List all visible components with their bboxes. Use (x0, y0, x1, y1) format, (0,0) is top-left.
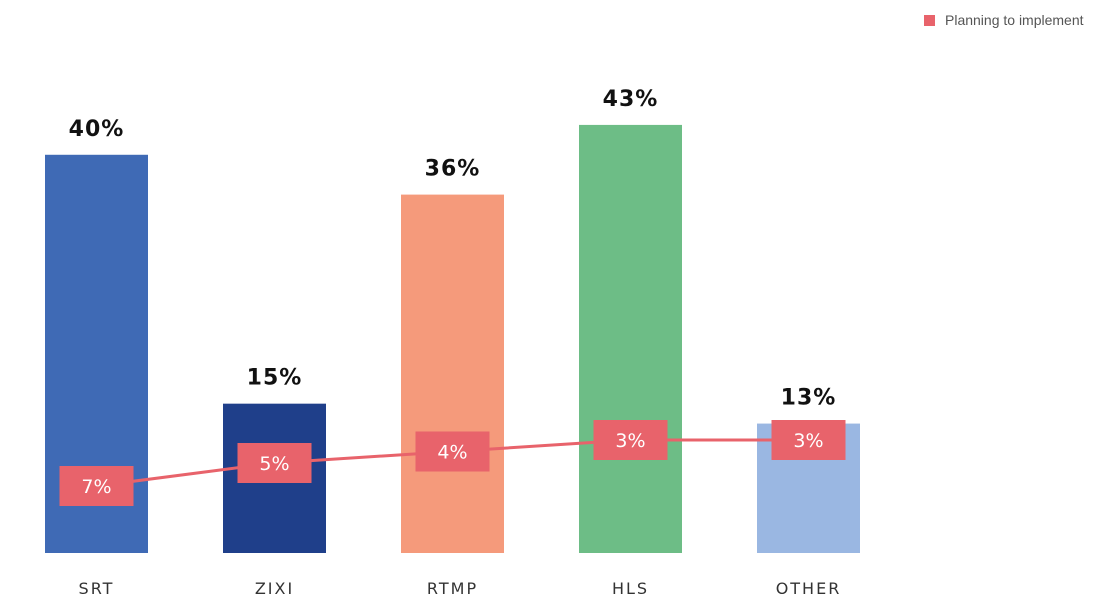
line-point-label-srt: 7% (81, 476, 111, 498)
line-point-box-srt (59, 466, 134, 506)
category-label-zixi: ZIXI (255, 579, 294, 598)
labels-group: 40% SRT 15% ZIXI 36% RTMP 43% HLS 13% OTHER (69, 87, 842, 598)
bar-hls (579, 124, 682, 554)
category-label-other: OTHER (776, 579, 842, 598)
line-point-label-hls: 3% (615, 430, 645, 452)
bar-value-label-zixi: 15% (247, 366, 303, 391)
line-point-box-zixi (237, 443, 312, 483)
line-point-label-rtmp: 4% (437, 442, 467, 464)
bars-group (45, 124, 860, 554)
line-point-label-zixi: 5% (259, 453, 289, 475)
category-label-rtmp: RTMP (427, 579, 478, 598)
category-label-srt: SRT (79, 579, 115, 598)
bar-value-label-rtmp: 36% (425, 157, 481, 182)
chart-legend: Planning to implement (924, 12, 1084, 28)
bar-rtmp (401, 194, 504, 553)
category-label-hls: HLS (612, 579, 649, 598)
line-point-box-hls (593, 420, 668, 460)
bar-value-label-other: 13% (781, 386, 837, 411)
legend-label: Planning to implement (945, 12, 1084, 28)
line-point-label-other: 3% (793, 430, 823, 452)
line-point-box-other (771, 420, 846, 460)
legend-swatch (924, 14, 935, 26)
bar-value-label-hls: 43% (603, 87, 659, 112)
line-point-box-rtmp (415, 431, 490, 472)
line-series-group: 7% 5% 4% 3% 3% (59, 420, 846, 506)
bar-value-label-srt: 40% (69, 117, 125, 142)
